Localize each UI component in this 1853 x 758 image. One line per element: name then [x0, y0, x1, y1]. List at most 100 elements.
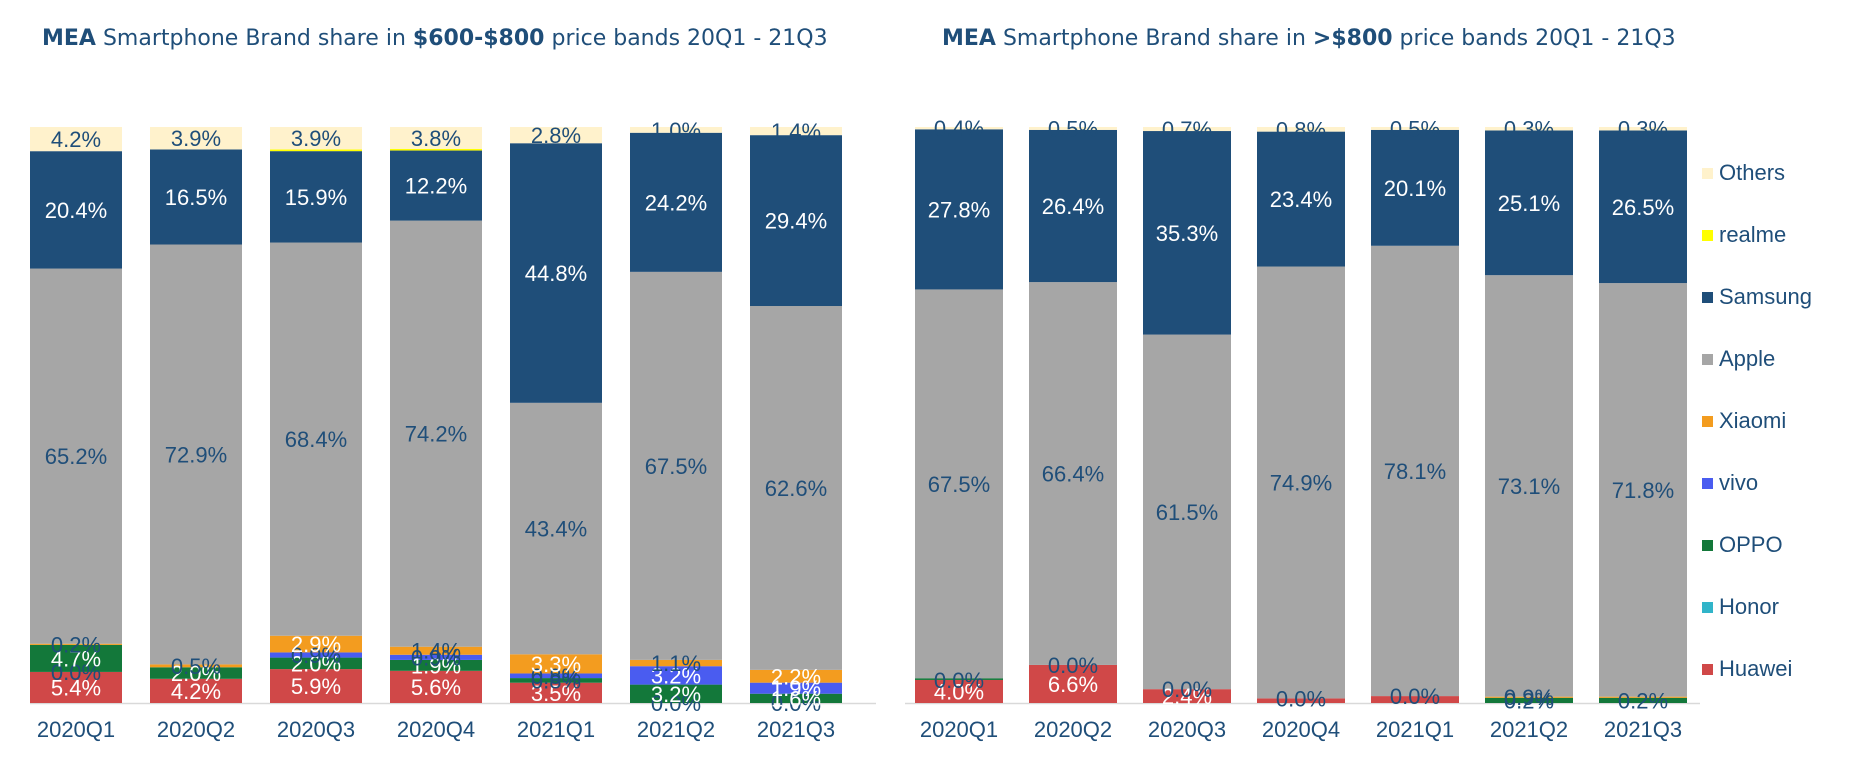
bar-segment-oppo — [390, 659, 482, 671]
bar-segment-others — [390, 127, 482, 149]
data-label: 0.5% — [171, 654, 221, 679]
data-label: 2.0% — [291, 651, 341, 676]
data-label: 3.2% — [651, 682, 701, 707]
bar-segment-others — [1029, 127, 1117, 130]
data-label: 27.8% — [928, 197, 990, 222]
legend-item: Huawei — [1702, 656, 1852, 718]
data-label: 25.1% — [1498, 191, 1560, 216]
bar-segment-others — [150, 127, 242, 150]
bar-segment-vivo — [390, 654, 482, 660]
legend-swatch — [1702, 168, 1713, 179]
bar-segment-xiaomi — [1485, 696, 1573, 698]
legend-swatch — [1702, 602, 1713, 613]
data-label: 16.5% — [165, 185, 227, 210]
data-label: 6.6% — [1048, 672, 1098, 697]
bar-segment-others — [1143, 127, 1231, 132]
bar-segment-apple — [30, 268, 122, 644]
legend-item: OPPO — [1702, 532, 1852, 594]
bar-segment-huawei — [390, 670, 482, 703]
data-label: 4.7% — [51, 646, 101, 671]
data-label: 43.4% — [525, 517, 587, 542]
data-label: 1.1% — [651, 651, 701, 676]
bar-segment-apple — [270, 242, 362, 636]
data-label: 1.0% — [651, 118, 701, 143]
data-label: 0.0% — [1162, 677, 1212, 702]
data-label: 61.5% — [1156, 500, 1218, 525]
data-label: 26.4% — [1042, 194, 1104, 219]
legend-item: Xiaomi — [1702, 408, 1852, 470]
x-tick-label: 2021Q1 — [1376, 717, 1454, 742]
bar-segment-huawei — [150, 678, 242, 703]
data-label: 4.0% — [934, 679, 984, 704]
bar-segment-vivo — [510, 673, 602, 679]
x-tick-label: 2020Q2 — [1034, 717, 1112, 742]
bar-segment-apple — [1599, 283, 1687, 697]
bar-segment-apple — [630, 271, 722, 660]
bar-segment-huawei — [1029, 664, 1117, 703]
data-label: 0.9% — [291, 643, 341, 668]
bar-segment-samsung — [390, 150, 482, 221]
bar-segment-others — [30, 127, 122, 152]
bar-segment-others — [1485, 127, 1573, 131]
data-label: 4.2% — [51, 127, 101, 152]
data-label: 0.2% — [1504, 688, 1554, 713]
data-label: 0.0% — [51, 660, 101, 685]
x-tick-label: 2021Q2 — [1490, 717, 1568, 742]
data-label: 71.8% — [1612, 478, 1674, 503]
bar-segment-oppo — [915, 678, 1003, 680]
chart-1: 4.0%0.0%67.5%27.8%0.4%2020Q16.6%0.0%66.4… — [905, 116, 1700, 742]
data-label: 1.9% — [411, 653, 461, 678]
bar-segment-apple — [510, 402, 602, 655]
data-label: 20.4% — [45, 198, 107, 223]
x-tick-label: 2021Q3 — [1604, 717, 1682, 742]
data-label: 78.1% — [1384, 459, 1446, 484]
bar-segment-huawei — [1257, 698, 1345, 703]
data-label: 0.8% — [531, 664, 581, 689]
bar-segment-realme — [270, 149, 362, 152]
data-label: 23.4% — [1270, 187, 1332, 212]
bar-segment-huawei — [1143, 689, 1231, 703]
bar-segment-others — [270, 127, 362, 150]
data-label: 67.5% — [928, 472, 990, 497]
legend-item: vivo — [1702, 470, 1852, 532]
data-label: 15.9% — [285, 185, 347, 210]
bar-segment-others — [1371, 127, 1459, 130]
data-label: 0.8% — [1276, 117, 1326, 142]
legend-swatch — [1702, 230, 1713, 241]
data-label: 68.4% — [285, 427, 347, 452]
data-label: 12.2% — [405, 174, 467, 199]
bar-segment-others — [1599, 127, 1687, 131]
bar-segment-apple — [1143, 334, 1231, 690]
data-label: 2.0% — [171, 661, 221, 686]
chart-title-600-800: MEA Smartphone Brand share in $600-$800 … — [42, 26, 828, 51]
legend-swatch — [1702, 292, 1713, 303]
data-label: 0.7% — [1162, 117, 1212, 142]
bar-segment-apple — [1371, 245, 1459, 697]
bar-segment-samsung — [30, 151, 122, 269]
bar-segment-realme — [390, 148, 482, 151]
data-label: 0.3% — [1504, 117, 1554, 142]
data-label: 26.5% — [1612, 195, 1674, 220]
data-label: 74.9% — [1270, 470, 1332, 495]
bar-segment-huawei — [510, 682, 602, 703]
bar-segment-samsung — [1143, 131, 1231, 335]
bar-segment-huawei — [30, 671, 122, 703]
data-label: 0.0% — [771, 691, 821, 716]
data-label: 3.3% — [531, 652, 581, 677]
data-label: 0.4% — [934, 116, 984, 141]
legend-item: realme — [1702, 222, 1852, 284]
data-label: 2.2% — [771, 664, 821, 689]
bar-segment-xiaomi — [510, 654, 602, 674]
data-label: 0.2% — [51, 632, 101, 657]
data-label: 0.9% — [1504, 685, 1554, 710]
data-label: 35.3% — [1156, 221, 1218, 246]
bar-segment-samsung — [1599, 130, 1687, 284]
bar-segment-samsung — [1257, 131, 1345, 267]
bar-segment-others — [1257, 127, 1345, 132]
data-label: 3.9% — [171, 126, 221, 151]
x-tick-label: 2020Q2 — [157, 717, 235, 742]
legend-item: Others — [1702, 160, 1852, 222]
bar-segment-apple — [1485, 275, 1573, 697]
bar-segment-xiaomi — [30, 643, 122, 645]
data-label: 1.4% — [771, 119, 821, 144]
